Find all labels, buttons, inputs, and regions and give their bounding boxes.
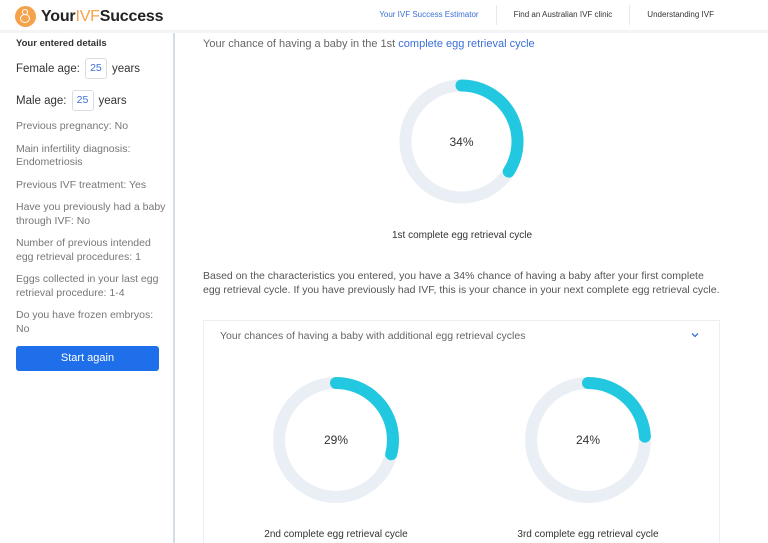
- male-age-field[interactable]: 25: [71, 90, 94, 111]
- accordion-toggle-title[interactable]: Your chances of having a baby with addit…: [220, 330, 526, 342]
- percent-value: 34%: [449, 134, 474, 149]
- progress-ring: [273, 377, 399, 503]
- progress-ring: [399, 79, 524, 204]
- additional-cycles-accordion: Your chances of having a baby with addit…: [203, 320, 720, 543]
- results-summary: Based on the characteristics you entered…: [203, 270, 720, 296]
- detail-eggs-collected: Eggs collected in your last egg retrieva…: [16, 273, 159, 299]
- detail-infertility-diagnosis: Main infertility diagnosis: Endometriosi…: [16, 142, 131, 169]
- female-age-unit: years: [111, 62, 141, 75]
- start-again-button[interactable]: Start again: [16, 346, 159, 371]
- detail-previous-ivf: Previous IVF treatment: Yes: [16, 178, 147, 191]
- progress-ring: [525, 377, 651, 503]
- female-age-field[interactable]: 25: [84, 58, 107, 79]
- main-nav: Your IVF Success Estimator Find an Austr…: [362, 0, 768, 30]
- female-age-row: Female age: 25 years: [16, 58, 173, 79]
- nav-understanding-ivf[interactable]: Understanding IVF: [629, 5, 768, 25]
- nav-find-clinic[interactable]: Find an Australian IVF clinic: [495, 5, 630, 25]
- cycle-1-label: 1st complete egg retrieval cycle: [391, 230, 533, 241]
- chevron-down-icon[interactable]: [691, 331, 699, 339]
- results-heading: Your chance of having a baby in the 1st …: [203, 38, 535, 50]
- male-age-label: Male age:: [16, 94, 67, 107]
- donut-chart-cycle-2: 29%: [272, 376, 400, 504]
- site-header: YourIVFSuccess Your IVF Success Estimato…: [0, 0, 768, 33]
- person-logo-icon: [15, 6, 36, 27]
- male-age-row: Male age: 25 years: [16, 90, 173, 111]
- logo-wordmark: YourIVFSuccess: [41, 7, 164, 25]
- detail-frozen-embryos: Do you have frozen embryos: No: [16, 309, 154, 335]
- complete-cycle-link[interactable]: complete egg retrieval cycle: [398, 38, 535, 50]
- detail-previous-pregnancy: Previous pregnancy: No: [16, 120, 129, 132]
- percent-value: 24%: [575, 433, 601, 447]
- percent-value: 29%: [323, 433, 349, 447]
- cycle-2-label: 2nd complete egg retrieval cycle: [264, 529, 408, 540]
- entered-details-sidebar: Your entered details Female age: 25 year…: [0, 33, 175, 543]
- detail-previous-retrievals: Number of previous intended egg retrieva…: [16, 237, 151, 263]
- detail-baby-through-ivf: Have you previously had a baby through I…: [16, 201, 166, 227]
- results-panel: Your chance of having a baby in the 1st …: [203, 33, 733, 50]
- male-age-unit: years: [98, 94, 127, 107]
- site-logo[interactable]: YourIVFSuccess: [15, 6, 164, 27]
- female-age-label: Female age:: [16, 62, 80, 75]
- donut-chart-cycle-1: 34%: [398, 78, 525, 205]
- nav-ivf-success-estimator[interactable]: Your IVF Success Estimator: [379, 10, 479, 19]
- cycle-3-label: 3rd complete egg retrieval cycle: [517, 529, 659, 540]
- donut-chart-cycle-3: 24%: [524, 376, 652, 504]
- sidebar-title: Your entered details: [16, 38, 107, 49]
